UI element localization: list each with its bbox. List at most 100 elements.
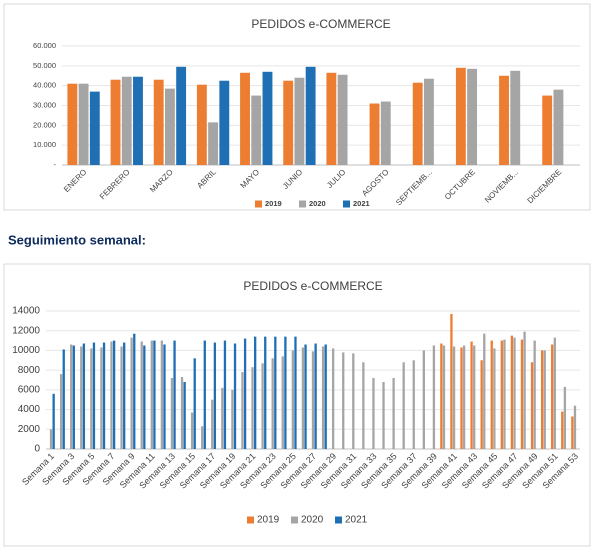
y-tick-label: 12000 <box>12 325 40 336</box>
y-tick-label: 20.000 <box>33 120 56 129</box>
bar <box>180 377 184 449</box>
bar <box>100 347 103 449</box>
bar <box>500 340 503 449</box>
bar <box>281 356 284 449</box>
bar <box>460 347 463 449</box>
bar <box>311 351 315 449</box>
bar <box>49 429 53 449</box>
bar <box>82 343 86 449</box>
bar <box>164 88 175 165</box>
bar <box>274 336 277 449</box>
chart-title: PEDIDOS e-COMMERCE <box>251 17 390 31</box>
y-tick-label: 8000 <box>18 365 41 376</box>
bar <box>440 343 443 449</box>
bar <box>153 79 164 165</box>
bar <box>143 345 146 449</box>
y-tick-label: 2000 <box>18 424 41 435</box>
y-tick-label: 14000 <box>12 306 40 317</box>
bar <box>110 79 121 165</box>
bar <box>321 346 325 449</box>
bar <box>251 95 262 165</box>
bar <box>213 342 217 449</box>
bar <box>499 75 509 165</box>
bar <box>52 393 55 449</box>
bar <box>467 68 478 165</box>
bar <box>231 389 234 449</box>
bar <box>62 349 65 449</box>
bar <box>473 345 476 449</box>
chart-title: PEDIDOS e-COMMERCE <box>243 279 382 293</box>
bar <box>412 360 415 449</box>
bar <box>261 363 264 449</box>
bar <box>283 80 294 165</box>
bar <box>183 381 186 449</box>
bar <box>304 344 307 449</box>
bar <box>450 313 453 449</box>
bar <box>271 358 274 449</box>
y-tick-label: 6000 <box>18 384 41 395</box>
bar <box>493 348 496 449</box>
bar <box>254 336 257 449</box>
bar <box>89 91 100 165</box>
bar <box>223 340 227 449</box>
section-heading: Seguimiento semanal: <box>8 232 146 247</box>
y-tick-label: - <box>54 160 57 169</box>
bar <box>452 346 456 449</box>
bar <box>90 348 93 449</box>
bar <box>140 341 143 449</box>
bar <box>342 352 345 449</box>
legend-label: 2019 <box>257 515 280 526</box>
bar <box>490 340 493 449</box>
legend-label: 2020 <box>309 199 326 208</box>
bar <box>520 339 524 449</box>
bar <box>133 76 143 165</box>
bar <box>331 348 335 449</box>
bar <box>432 345 436 449</box>
bar <box>163 344 166 449</box>
y-tick-label: 10000 <box>12 345 40 356</box>
bar <box>153 340 156 449</box>
bar <box>221 387 224 449</box>
bar <box>67 83 78 165</box>
bar <box>455 67 466 165</box>
bar <box>553 337 556 449</box>
bar <box>291 350 295 449</box>
legend-swatch <box>247 516 254 524</box>
bar <box>173 340 176 449</box>
bar <box>402 362 405 449</box>
bar <box>219 80 230 165</box>
bar <box>540 350 544 449</box>
bar <box>372 378 375 449</box>
bar <box>121 76 132 165</box>
bar <box>240 72 250 165</box>
bar <box>510 335 514 449</box>
bar <box>380 101 391 165</box>
bar <box>480 360 483 449</box>
bar <box>542 95 553 165</box>
y-tick-label: 4000 <box>18 404 41 415</box>
bar <box>176 66 187 165</box>
bar <box>326 72 337 165</box>
bar <box>72 345 75 449</box>
legend-swatch <box>299 200 306 208</box>
legend-label: 2021 <box>345 515 368 526</box>
y-tick-label: 50.000 <box>33 61 56 70</box>
legend-swatch <box>255 200 262 208</box>
bar <box>201 426 204 449</box>
bar <box>78 83 89 165</box>
bar <box>483 333 486 449</box>
bar <box>530 362 534 449</box>
bar <box>305 66 316 165</box>
bar <box>70 344 73 449</box>
bar <box>510 70 521 165</box>
y-tick-label: 40.000 <box>33 81 56 90</box>
bar <box>392 378 395 449</box>
bar <box>80 346 83 449</box>
bar <box>412 82 423 165</box>
bar <box>470 341 473 449</box>
bar <box>294 336 297 449</box>
bar <box>251 367 254 449</box>
y-tick-label: 10.000 <box>33 140 56 149</box>
bar <box>243 338 247 449</box>
